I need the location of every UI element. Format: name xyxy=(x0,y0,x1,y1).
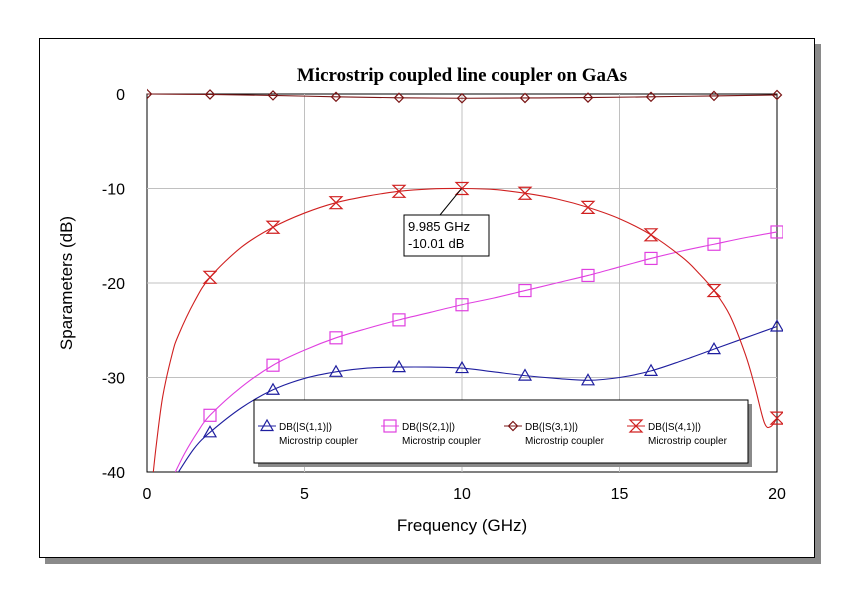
legend-label: DB(|S(4,1)|) xyxy=(648,422,701,433)
data-point xyxy=(456,92,468,104)
legend-entry: DB(|S(3,1)|) Microstrip coupler xyxy=(504,420,605,447)
legend-entry: DB(|S(4,1)|) Microstrip coupler xyxy=(627,419,728,447)
legend: DB(|S(1,1)|)Microstrip couplerDB(|S(2,1)… xyxy=(253,399,752,467)
data-point xyxy=(770,225,783,239)
legend-label: DB(|S(3,1)|) xyxy=(525,422,578,433)
legend-box xyxy=(253,399,749,464)
data-point xyxy=(517,186,533,200)
data-point xyxy=(454,360,470,374)
x-tick-label: 20 xyxy=(768,486,786,503)
data-point xyxy=(328,196,344,210)
legend-sublabel: Microstrip coupler xyxy=(648,436,728,447)
data-point xyxy=(328,364,344,377)
legend-label: DB(|S(1,1)|) xyxy=(279,422,332,433)
data-point xyxy=(391,184,407,198)
data-point xyxy=(455,298,469,312)
chart-title: Microstrip coupled line coupler on GaAs xyxy=(297,65,627,86)
series-layer xyxy=(147,88,783,472)
legend-entry: DB(|S(2,1)|) Microstrip coupler xyxy=(381,419,482,447)
data-point xyxy=(643,228,659,242)
series-line xyxy=(174,231,778,472)
data-point xyxy=(267,90,279,101)
data-point xyxy=(391,359,407,373)
legend-label: DB(|S(2,1)|) xyxy=(402,422,455,433)
series-line xyxy=(178,325,778,472)
data-point xyxy=(330,91,342,103)
data-point xyxy=(582,92,594,103)
data-point xyxy=(643,363,659,376)
series-1 xyxy=(178,319,783,472)
legend-entries: DB(|S(1,1)|)Microstrip couplerDB(|S(2,1)… xyxy=(258,418,728,447)
y-tick-label: -40 xyxy=(102,465,125,482)
legend-sublabel: Microstrip coupler xyxy=(402,436,482,447)
data-point xyxy=(706,283,722,298)
data-point xyxy=(202,270,218,284)
y-axis-label: Sparameters (dB) xyxy=(57,216,76,350)
data-point xyxy=(265,382,281,395)
data-point xyxy=(771,89,783,101)
data-point xyxy=(769,319,783,332)
data-point xyxy=(202,425,218,438)
series-4 xyxy=(152,181,783,472)
y-tick-label: -30 xyxy=(102,371,125,388)
data-point xyxy=(581,268,595,283)
x-tick-label: 5 xyxy=(300,486,309,503)
marker-annotation: 9.985 GHz -10.01 dB xyxy=(403,188,490,257)
annotation-leader-line xyxy=(439,188,462,216)
data-point xyxy=(329,331,343,345)
x-tick-label: 15 xyxy=(611,486,629,503)
series-line xyxy=(152,187,778,472)
y-tick-label: -20 xyxy=(102,276,125,293)
data-point xyxy=(517,368,533,381)
legend-marker xyxy=(507,420,519,432)
legend-marker xyxy=(383,419,397,433)
data-point xyxy=(454,181,470,196)
data-point xyxy=(518,283,532,298)
legend-sublabel: Microstrip coupler xyxy=(525,436,605,447)
data-point xyxy=(393,92,405,104)
data-point xyxy=(203,408,217,422)
data-point xyxy=(644,251,658,266)
x-tick-label: 0 xyxy=(143,486,152,503)
series-3 xyxy=(147,88,783,104)
legend-sublabel: Microstrip coupler xyxy=(279,436,359,447)
data-point xyxy=(580,373,596,386)
data-point xyxy=(147,88,153,100)
axis-layer: 0 5 10 15 20 0 -10 -20 -30 -40 xyxy=(102,87,786,503)
legend-marker xyxy=(259,418,275,432)
data-point xyxy=(708,90,720,102)
legend-marker xyxy=(628,419,644,433)
series-line xyxy=(147,93,778,99)
annotation-box xyxy=(403,214,490,257)
data-point xyxy=(204,89,216,100)
data-point xyxy=(645,91,657,103)
series-2 xyxy=(174,225,783,472)
legend-entry: DB(|S(1,1)|) Microstrip coupler xyxy=(258,418,359,447)
data-point xyxy=(519,92,531,104)
annotation-value: -10.01 dB xyxy=(408,236,464,251)
data-point xyxy=(265,220,281,234)
data-point xyxy=(707,237,721,251)
data-point xyxy=(266,358,280,372)
data-point xyxy=(769,411,783,425)
data-point xyxy=(580,200,596,214)
x-axis-label: Frequency (GHz) xyxy=(397,516,527,535)
annotation-frequency: 9.985 GHz xyxy=(408,219,470,234)
data-point xyxy=(392,313,406,327)
data-point xyxy=(706,341,722,355)
y-tick-label: -10 xyxy=(102,182,125,199)
x-tick-label: 10 xyxy=(453,486,471,503)
y-tick-label: 0 xyxy=(116,87,125,104)
